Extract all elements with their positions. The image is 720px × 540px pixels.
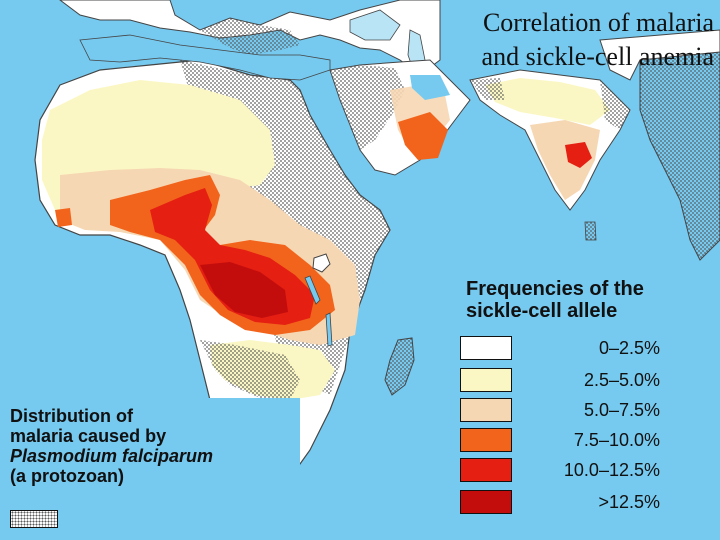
india-band-2 <box>530 120 600 200</box>
legend-label: 10.0–12.5% <box>563 460 660 480</box>
legend-row: 5.0–7.5% <box>460 398 660 422</box>
distribution-legend: Distribution of malaria caused by Plasmo… <box>10 406 310 486</box>
lake-malawi <box>325 312 333 347</box>
lake-victoria <box>312 253 331 273</box>
legend-row: 0–2.5% <box>460 336 660 360</box>
india-stipple <box>470 78 630 130</box>
black-sea <box>349 9 401 41</box>
persian-gulf <box>410 75 450 100</box>
distribution-line-2: malaria caused by <box>10 426 167 446</box>
africa-band-3-west <box>55 208 72 227</box>
legend-title-line-1: Frequencies of the <box>466 278 644 300</box>
sri-lanka <box>584 221 597 241</box>
legend-label: 5.0–7.5% <box>583 400 660 420</box>
legend-swatch <box>460 458 512 482</box>
india-band-4 <box>565 142 592 168</box>
legend-label: 7.5–10.0% <box>573 430 660 450</box>
legend-swatch <box>460 368 512 392</box>
mediterranean-sea <box>79 34 331 81</box>
africa-band-5 <box>200 262 288 318</box>
arabia-stipple <box>330 65 405 150</box>
distribution-stipple-swatch <box>10 510 58 528</box>
legend-row: 10.0–12.5% <box>460 458 660 482</box>
legend-label: 0–2.5% <box>598 338 660 358</box>
lake-tanganyika <box>304 275 321 305</box>
legend-swatch <box>460 428 512 452</box>
distribution-line-1: Distribution of <box>10 406 133 426</box>
legend-swatch <box>460 398 512 422</box>
slide-title-line-1: Correlation of malaria <box>482 8 714 37</box>
legend-label: 2.5–5.0% <box>583 370 660 390</box>
distribution-line-4: (a protozoan) <box>10 466 124 486</box>
slide-title: Correlation of malaria and sickle-cell a… <box>414 6 714 74</box>
legend-row: >12.5% <box>460 490 660 514</box>
slide-title-line-2: and sickle-cell anemia <box>481 42 714 71</box>
europe-stipple <box>200 18 300 55</box>
madagascar <box>384 337 415 396</box>
legend-swatch <box>460 490 512 514</box>
legend-row: 7.5–10.0% <box>460 428 660 452</box>
legend-row: 2.5–5.0% <box>460 368 660 392</box>
africa-south-stipple <box>200 340 300 400</box>
legend-label: >12.5% <box>598 492 660 512</box>
legend-swatch <box>460 336 512 360</box>
distribution-line-3: Plasmodium falciparum <box>10 446 214 466</box>
legend-title-line-2: sickle-cell allele <box>466 300 618 322</box>
arabia-band-3 <box>398 112 448 160</box>
india-band-1 <box>485 78 610 125</box>
se-asia-landmass <box>639 49 720 261</box>
se-asia-white <box>599 29 720 81</box>
legend-title: Frequencies of the sickle-cell allele <box>466 278 716 322</box>
red-sea <box>300 90 355 175</box>
